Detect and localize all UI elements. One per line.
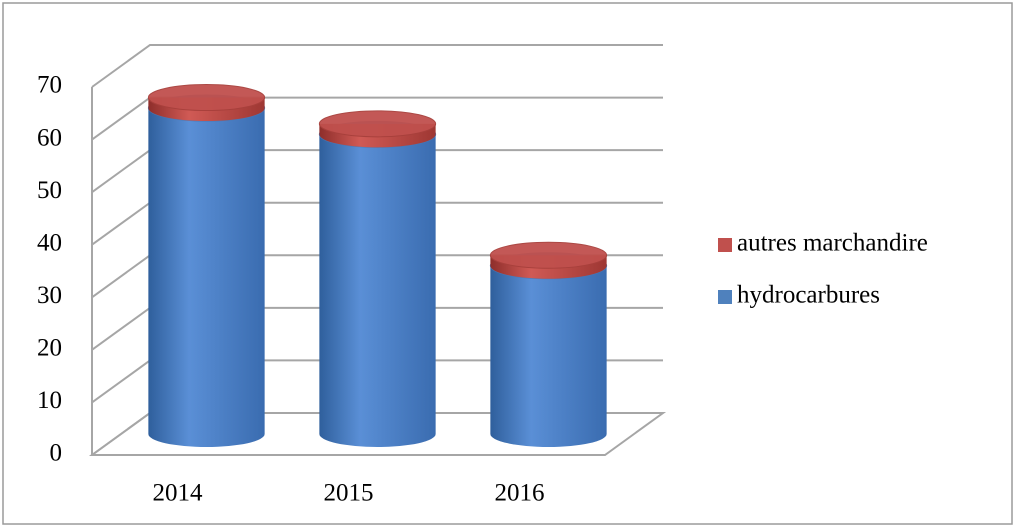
cylinder-segment bbox=[147, 94, 266, 448]
cylinder-body bbox=[490, 265, 607, 447]
legend-label: hydrocarbures bbox=[737, 282, 880, 309]
y-tick-label: 50 bbox=[37, 177, 62, 204]
y-tick-label: 30 bbox=[37, 282, 62, 309]
legend-swatch bbox=[718, 290, 732, 304]
grid-line bbox=[91, 44, 663, 88]
x-tick-label: 2014 bbox=[153, 480, 204, 507]
cylinder-segment bbox=[318, 110, 437, 148]
y-tick-label: 10 bbox=[37, 387, 62, 414]
cylinder-top bbox=[147, 84, 266, 112]
x-tick-label: 2015 bbox=[324, 480, 374, 507]
y-tick-label: 0 bbox=[50, 440, 63, 467]
cylinder-body bbox=[319, 134, 436, 448]
legend-label: autres marchandire bbox=[737, 230, 928, 257]
y-tick-label: 20 bbox=[37, 335, 62, 362]
legend-swatch bbox=[718, 238, 732, 252]
cylinder-body bbox=[148, 108, 265, 448]
x-tick-label: 2016 bbox=[495, 480, 545, 507]
y-tick-label: 70 bbox=[37, 72, 62, 99]
cylinder-segment bbox=[147, 84, 266, 122]
y-tick-label: 40 bbox=[37, 229, 62, 256]
cylinder-segment bbox=[318, 120, 437, 448]
y-tick-label: 60 bbox=[37, 124, 62, 151]
cylinder-segment bbox=[489, 241, 608, 279]
cylinder-top bbox=[318, 110, 437, 138]
cylinder-top bbox=[489, 241, 608, 269]
cylinder-segment bbox=[489, 252, 608, 447]
